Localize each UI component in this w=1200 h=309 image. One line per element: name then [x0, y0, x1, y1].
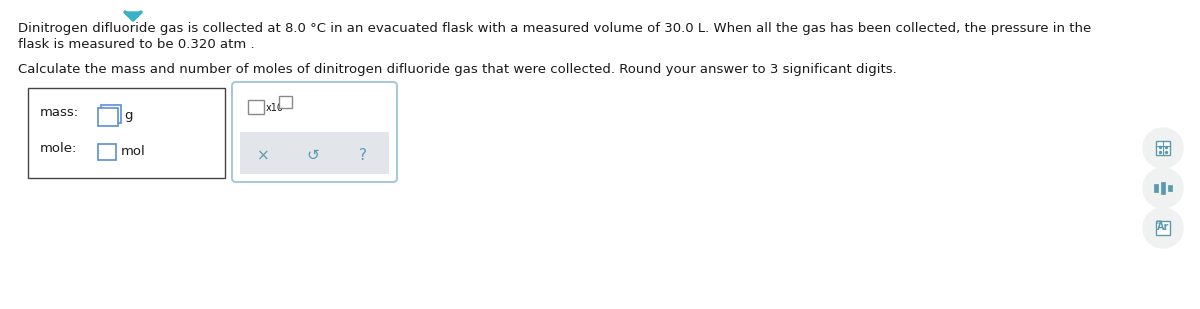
- Bar: [248, 100, 264, 114]
- FancyBboxPatch shape: [232, 82, 397, 182]
- Text: x10: x10: [266, 103, 284, 113]
- Circle shape: [1142, 128, 1183, 168]
- Text: mole:: mole:: [40, 142, 77, 155]
- Text: mass:: mass:: [40, 106, 79, 119]
- Bar: [278, 96, 292, 108]
- Bar: [240, 132, 389, 174]
- Bar: [1154, 184, 1158, 192]
- Bar: [1156, 221, 1170, 235]
- Text: 18: 18: [1156, 221, 1163, 226]
- Circle shape: [1142, 168, 1183, 208]
- Text: ?: ?: [359, 148, 367, 163]
- Text: Dinitrogen difluoride gas is collected at 8.0 °C in an evacuated flask with a me: Dinitrogen difluoride gas is collected a…: [18, 22, 1091, 35]
- Bar: [101, 105, 121, 123]
- Text: ×: ×: [257, 148, 269, 163]
- Text: g: g: [124, 109, 132, 122]
- Text: ↺: ↺: [307, 148, 319, 163]
- Text: Calculate the mass and number of moles of dinitrogen difluoride gas that were co: Calculate the mass and number of moles o…: [18, 63, 896, 76]
- Text: Ar: Ar: [1157, 222, 1169, 232]
- Bar: [98, 108, 118, 126]
- Bar: [1168, 185, 1172, 191]
- Bar: [98, 144, 116, 160]
- Bar: [28, 88, 226, 178]
- Text: flask is measured to be 0.320 atm .: flask is measured to be 0.320 atm .: [18, 38, 254, 51]
- Polygon shape: [125, 12, 142, 20]
- Text: mol: mol: [121, 145, 145, 158]
- Circle shape: [1142, 208, 1183, 248]
- Bar: [1156, 141, 1170, 155]
- Bar: [1162, 182, 1165, 194]
